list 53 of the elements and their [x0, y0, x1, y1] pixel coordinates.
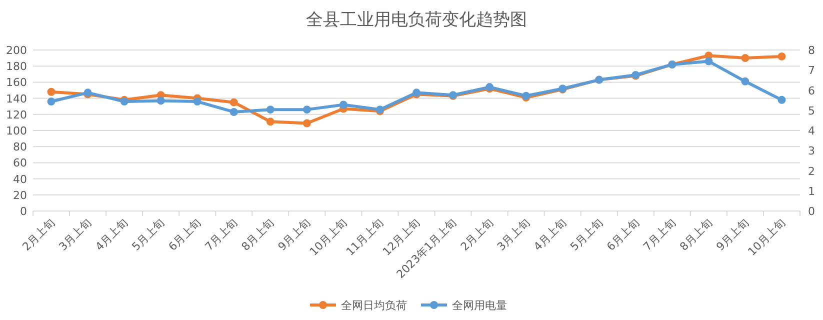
y2-tick-label: 7: [808, 64, 815, 78]
point: [741, 77, 750, 86]
y-tick-label: 140: [6, 92, 27, 106]
point: [230, 108, 238, 116]
point: [47, 88, 56, 96]
x-tick-label: 8月上旬: [677, 216, 715, 254]
y-tick-label: 160: [6, 76, 27, 90]
x-tick-label: 4月上旬: [92, 216, 130, 254]
point: [302, 119, 311, 128]
x-tick-label: 4月上旬: [531, 216, 569, 254]
x-tick-label: 8月上旬: [239, 216, 277, 254]
point: [156, 96, 165, 105]
y2-tick-label: 4: [808, 124, 815, 138]
y2-tick-label: 5: [808, 104, 815, 118]
x-tick-label: 5月上旬: [568, 216, 606, 254]
point: [47, 98, 56, 106]
x-tick-label: 6月上旬: [166, 216, 204, 254]
y2-tick-label: 8: [808, 44, 815, 57]
x-tick-label: 2月上旬: [20, 216, 58, 254]
point: [193, 98, 202, 106]
y2-tick-label: 2: [808, 164, 815, 178]
point: [302, 106, 311, 114]
x-tick-label: 3月上旬: [494, 216, 532, 254]
y-tick-label: 20: [13, 188, 27, 202]
x-tick-label: 6月上旬: [604, 216, 642, 254]
y2-tick-label: 0: [808, 205, 815, 218]
point: [266, 106, 274, 114]
point: [266, 118, 274, 126]
point: [339, 100, 348, 109]
y-tick-label: 40: [13, 172, 27, 186]
y-tick-label: 200: [6, 44, 27, 57]
x-tick-label: 7月上旬: [202, 216, 240, 254]
legend-label: 全网日均负荷: [341, 299, 407, 312]
point: [704, 57, 713, 66]
x-tick-label: 3月上旬: [56, 216, 94, 254]
x-tick-label: 2月上旬: [458, 216, 496, 254]
point: [741, 54, 750, 62]
point: [230, 98, 238, 106]
x-tick-label: 5月上旬: [129, 216, 167, 254]
point: [778, 96, 786, 104]
y-tick-label: 100: [6, 124, 27, 138]
y2-tick-label: 3: [808, 144, 815, 158]
y-tick-label: 120: [6, 108, 27, 122]
x-tick-label: 7月上旬: [640, 216, 678, 254]
chart-title: 全县工业用电负荷变化趋势图: [306, 10, 527, 30]
legend-label: 全网用电量: [452, 299, 507, 312]
y-tick-label: 80: [13, 140, 27, 154]
y-tick-label: 180: [6, 60, 27, 74]
y2-tick-label: 1: [808, 184, 815, 198]
y2-tick-label: 6: [808, 84, 815, 98]
point: [778, 52, 786, 60]
y-tick-label: 60: [13, 156, 27, 170]
y-tick-label: 0: [20, 205, 27, 218]
